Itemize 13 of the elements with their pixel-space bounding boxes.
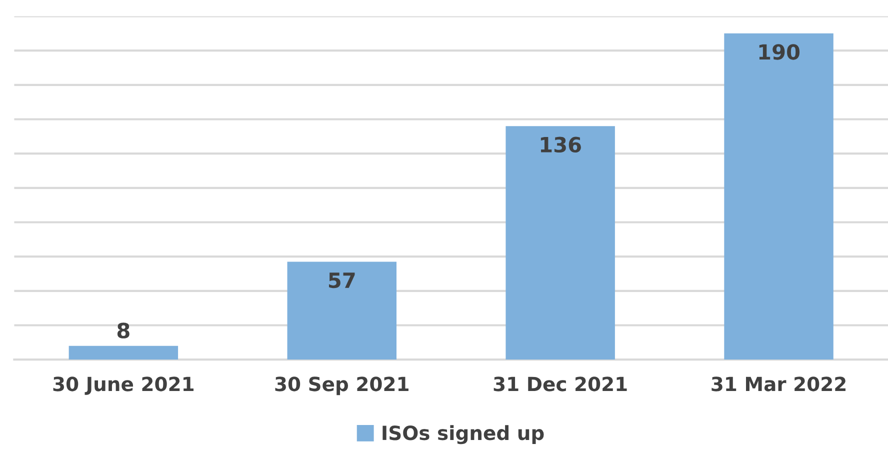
bar [287, 262, 396, 360]
bar [506, 126, 615, 360]
bar [724, 33, 834, 360]
legend-label: ISOs signed up [382, 425, 544, 444]
x-tick-label: 30 June 2021 [53, 376, 194, 395]
data-label: 190 [759, 44, 800, 60]
data-label: 57 [328, 272, 355, 288]
x-tick-label: 31 Dec 2021 [494, 376, 627, 392]
data-label: 8 [117, 322, 130, 338]
x-tick-label: 30 Sep 2021 [275, 376, 408, 396]
data-label: 136 [540, 136, 581, 153]
bar [68, 346, 178, 360]
x-tick-label: 31 Mar 2022 [712, 376, 846, 392]
